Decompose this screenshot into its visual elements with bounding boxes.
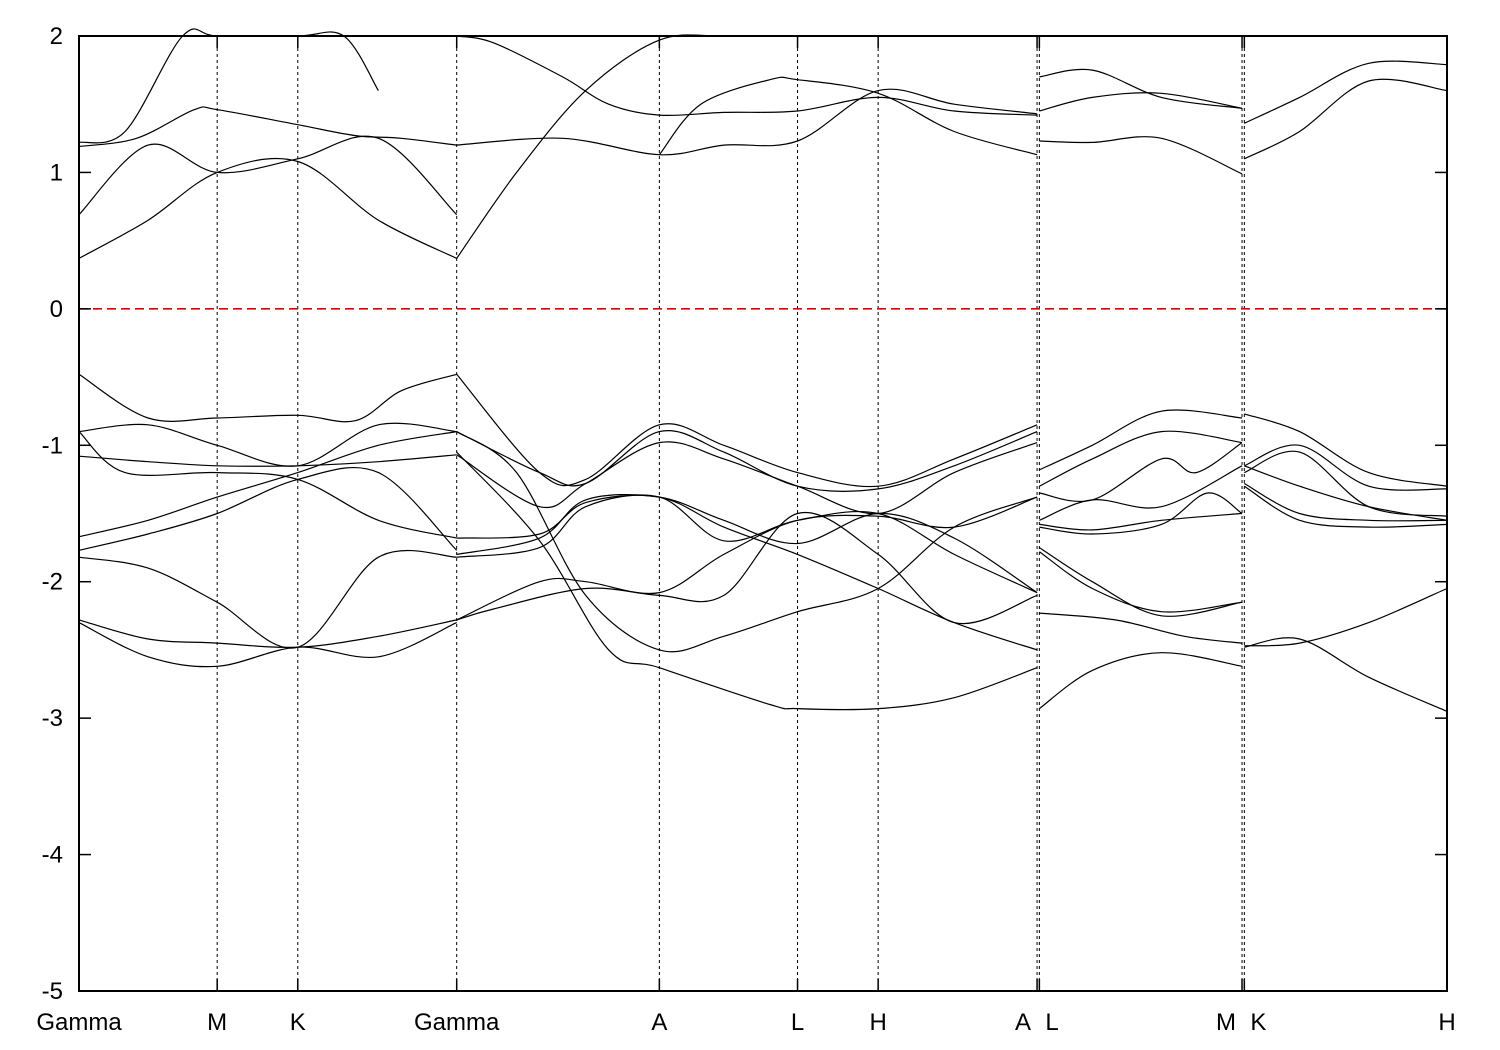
- y-axis-ticks: 2 1 0 -1 -2 -3 -4 -5: [42, 23, 1447, 1005]
- band-19: [78, 549, 457, 649]
- band-23: [456, 430, 1038, 492]
- band-41: [1039, 652, 1243, 710]
- y-tick-label-5: -3: [42, 705, 63, 732]
- kpoint-divider-lines: [216, 36, 1245, 991]
- band-12: [1244, 60, 1448, 124]
- band-21: [78, 622, 457, 668]
- band-20: [78, 619, 457, 648]
- band-13: [78, 373, 457, 423]
- band-4: [456, 34, 839, 259]
- band-46: [1243, 485, 1448, 528]
- x-tick-label-10: K: [1250, 1009, 1266, 1036]
- x-tick-label-4: A: [651, 1009, 667, 1036]
- band-32: [1039, 409, 1243, 471]
- band-14: [78, 422, 457, 467]
- band-24: [456, 441, 1038, 515]
- y-tick-label-0: 2: [50, 23, 63, 50]
- band-5: [456, 88, 1038, 156]
- band-40: [1039, 612, 1243, 644]
- band-11: [1244, 78, 1448, 160]
- band-3: [78, 28, 379, 144]
- x-tick-label-3: Gamma: [414, 1009, 500, 1036]
- x-tick-label-6: H: [869, 1009, 886, 1036]
- band-48: [1244, 587, 1448, 647]
- plot-frame: [78, 35, 1448, 992]
- x-tick-label-8: L: [1045, 1009, 1058, 1036]
- band-8: [1039, 136, 1243, 175]
- band-25: [456, 494, 1038, 651]
- band-37: [1039, 492, 1243, 535]
- y-tick-label-2: 0: [50, 296, 63, 323]
- x-tick-label-9: M: [1216, 1009, 1236, 1036]
- y-tick-label-6: -4: [42, 842, 63, 869]
- y-tick-label-1: 1: [50, 159, 63, 186]
- band-7: [658, 76, 1038, 156]
- band-lines: [78, 28, 1448, 712]
- band-28: [456, 496, 1038, 621]
- x-tick-label-7: A: [1015, 1009, 1031, 1036]
- band-29: [456, 431, 1038, 653]
- band-36: [1039, 512, 1243, 531]
- band-6: [456, 35, 1038, 117]
- band-17: [78, 431, 457, 538]
- band-0: [78, 157, 457, 259]
- x-tick-label-2: K: [290, 1009, 306, 1036]
- band-2: [78, 106, 457, 148]
- band-9: [1039, 92, 1243, 112]
- x-tick-label-1: M: [207, 1009, 227, 1036]
- y-tick-label-3: -1: [42, 432, 63, 459]
- band-42: [1244, 413, 1448, 487]
- band-47: [1244, 465, 1448, 521]
- band-49: [1244, 637, 1448, 712]
- band-43: [1244, 444, 1448, 491]
- band-22: [456, 373, 1038, 488]
- band-1: [78, 135, 458, 216]
- band-27: [456, 494, 1038, 594]
- x-tick-label-11: H: [1438, 1009, 1455, 1036]
- band-30: [456, 511, 1038, 625]
- band-34: [1039, 442, 1243, 502]
- y-tick-label-7: -5: [42, 978, 63, 1005]
- band-26: [456, 493, 1038, 594]
- band-45: [1244, 482, 1448, 522]
- x-tick-label-5: L: [791, 1009, 804, 1036]
- y-tick-label-4: -2: [42, 569, 63, 596]
- band-33: [1039, 430, 1243, 487]
- band-10: [1039, 68, 1243, 109]
- band-18: [78, 466, 458, 551]
- band-35: [1039, 465, 1243, 521]
- band-39: [1039, 551, 1243, 613]
- band-38: [1039, 547, 1243, 617]
- band-31: [456, 451, 1038, 711]
- band-16: [78, 431, 457, 539]
- x-tick-label-0: Gamma: [36, 1009, 122, 1036]
- band-15: [78, 454, 457, 467]
